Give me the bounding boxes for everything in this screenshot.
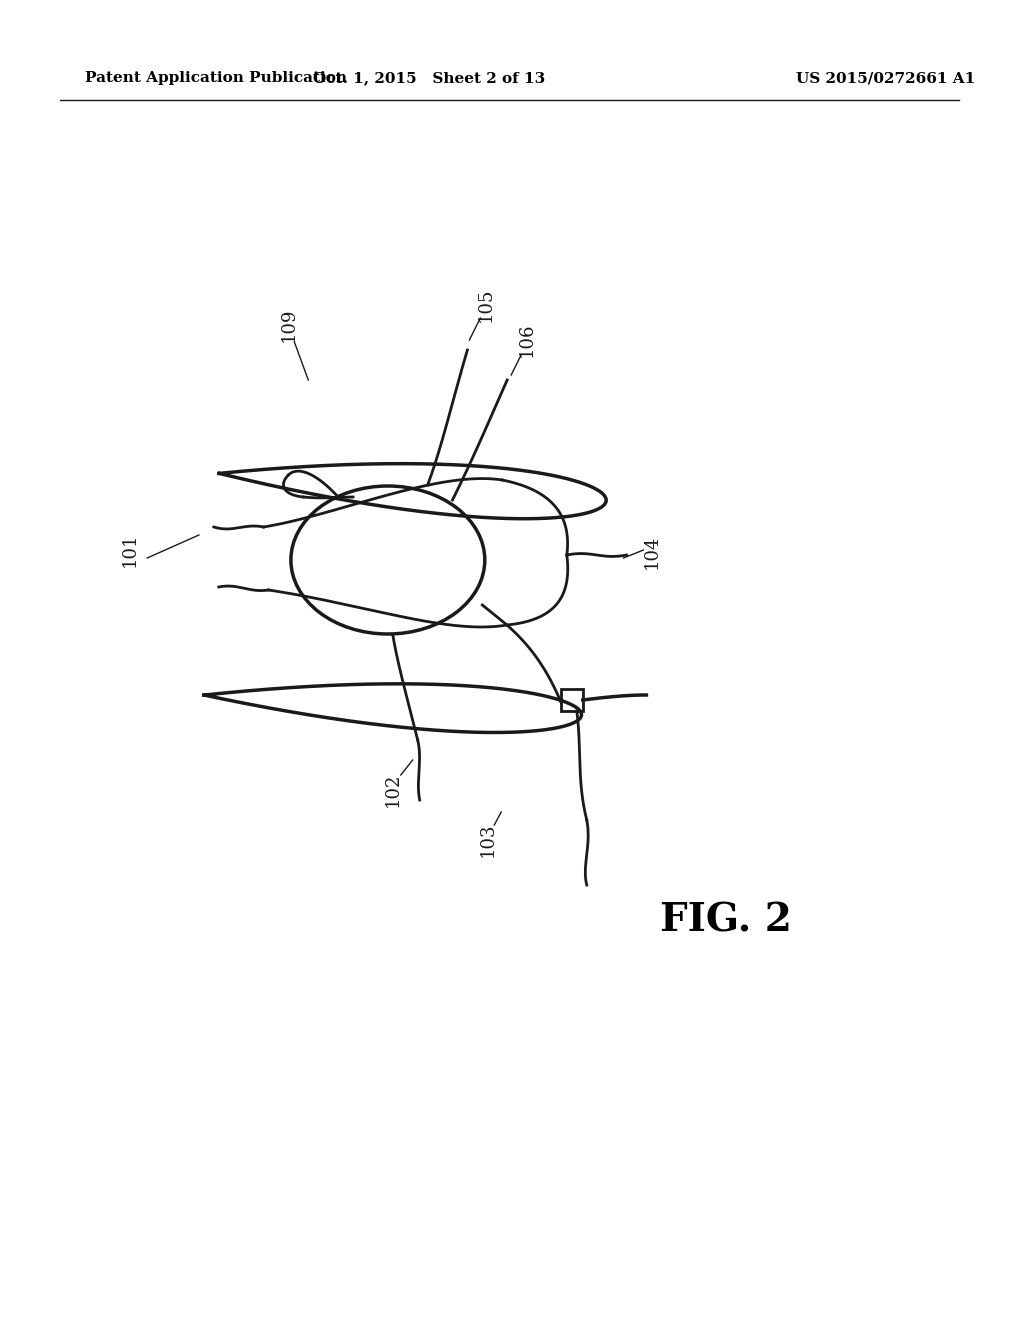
Text: 102: 102: [384, 772, 401, 808]
Text: US 2015/0272661 A1: US 2015/0272661 A1: [796, 71, 975, 84]
Text: 101: 101: [120, 533, 138, 568]
Text: 105: 105: [476, 288, 495, 322]
Text: 104: 104: [642, 535, 660, 569]
Text: Patent Application Publication: Patent Application Publication: [85, 71, 346, 84]
Text: 106: 106: [518, 323, 537, 358]
Text: FIG. 2: FIG. 2: [660, 902, 792, 939]
Bar: [561, 689, 583, 711]
Text: 109: 109: [280, 308, 297, 342]
Text: Oct. 1, 2015   Sheet 2 of 13: Oct. 1, 2015 Sheet 2 of 13: [313, 71, 546, 84]
Text: 103: 103: [478, 822, 497, 857]
